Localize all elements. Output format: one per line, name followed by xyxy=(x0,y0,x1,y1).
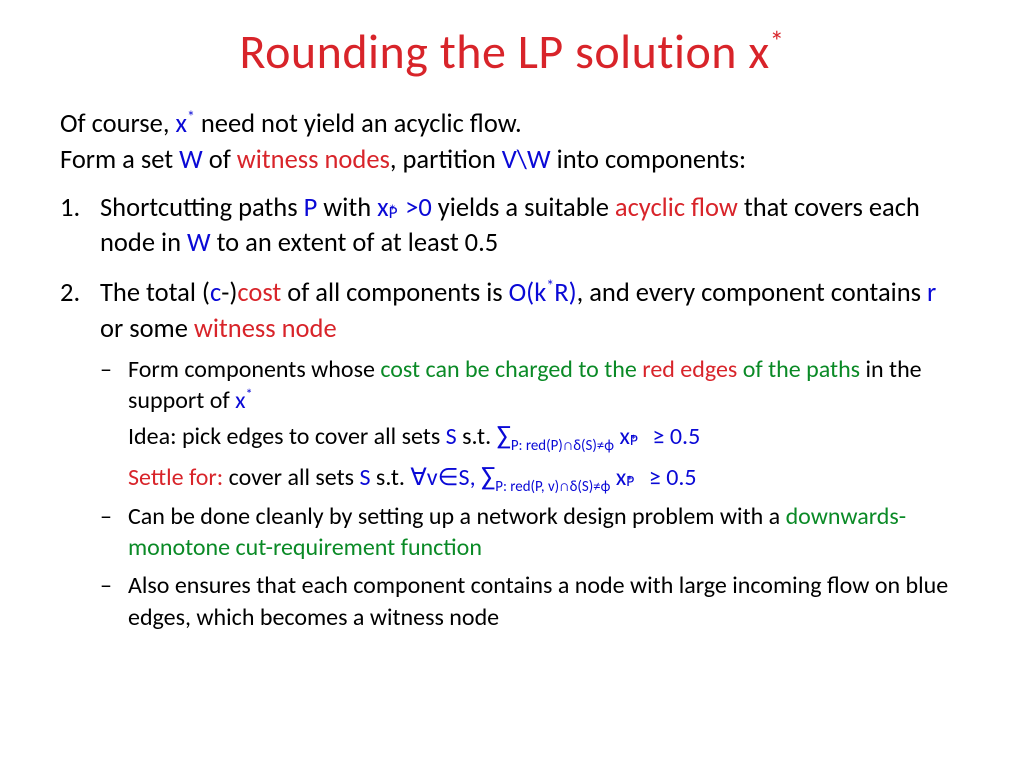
d1-sum1: ∑P: red(P)∩δ(S)≠ϕ x*P ≥ 0.5 xyxy=(497,422,701,451)
d1-idea: Idea: pick edges to cover all sets xyxy=(128,422,446,451)
intro-t1: Of course, xyxy=(60,108,175,140)
list-item-1: Shortcutting paths P with x*P>0 yields a… xyxy=(60,191,964,263)
d1-sigma1: ∑ xyxy=(497,420,511,452)
d1-sigma2: ∑ xyxy=(481,461,495,493)
d1-settle: Settle for: xyxy=(128,463,223,492)
dash-item-3: Also ensures that each component contain… xyxy=(100,570,964,633)
d1-sum2: ∑P: red(P, v)∩δ(S)≠ϕ x*P ≥ 0.5 xyxy=(481,463,697,492)
li1-xp: P xyxy=(389,201,398,224)
d1-xv: x xyxy=(235,386,245,415)
title-text: Rounding the LP solution x xyxy=(239,22,769,81)
d1-xpp: P xyxy=(630,431,638,452)
d1-ge: ≥ 0.5 xyxy=(647,422,700,451)
li1-t2: with xyxy=(317,192,377,224)
d1-S: S xyxy=(446,422,457,451)
li2-c: c xyxy=(210,277,221,309)
d1-xp: x xyxy=(614,422,630,451)
d1-ge2: ≥ 0.5 xyxy=(643,463,696,492)
d1-settle-line: Settle for: cover all sets S s.t. ∀v∈S, … xyxy=(128,460,964,495)
dash-item-1: Form components whose cost can be charge… xyxy=(100,354,964,495)
d1-idea-line: Idea: pick edges to cover all sets S s.t… xyxy=(128,419,964,454)
slide-title: Rounding the LP solution x* xyxy=(60,22,964,81)
title-sup: * xyxy=(770,24,785,59)
li1-t5: to an extent of at least 0.5 xyxy=(211,227,499,259)
dash-list: Form components whose cost can be charge… xyxy=(100,354,964,634)
intro-t5: , partition xyxy=(390,144,502,176)
li1-acyclic: acyclic flow xyxy=(615,192,738,224)
d3-t1: Also ensures that each component contain… xyxy=(128,571,948,632)
main-list: Shortcutting paths P with x*P>0 yields a… xyxy=(60,191,964,634)
d1-t1: Form components whose xyxy=(128,355,380,384)
d1-sumsub1: P: red(P)∩δ(S)≠ϕ xyxy=(511,436,614,454)
li2-okr2: R) xyxy=(554,277,576,309)
li2-t4: or some xyxy=(100,313,194,345)
li1-P: P xyxy=(304,192,318,224)
d1-S2: S xyxy=(359,463,370,492)
li2-okrs: * xyxy=(546,277,554,296)
d1-st: s.t. xyxy=(457,422,497,451)
intro-VW: V\W xyxy=(502,144,551,176)
li2-wn: witness node xyxy=(194,313,337,345)
li1-W: W xyxy=(187,227,211,259)
d1-xs: * xyxy=(246,385,253,403)
d1-re: red edges xyxy=(642,355,737,384)
dash-item-2: Can be done cleanly by setting up a netw… xyxy=(100,501,964,564)
li1-t1: Shortcutting paths xyxy=(100,192,304,224)
intro-t3: Form a set xyxy=(60,144,179,176)
li2-cost: cost xyxy=(237,277,281,309)
intro-xs: * xyxy=(187,108,195,127)
d1-x: x* xyxy=(235,386,253,415)
d2-t1: Can be done cleanly by setting up a netw… xyxy=(128,502,786,531)
li1-t3: yields a suitable xyxy=(432,192,615,224)
d1-sumsub2: P: red(P, v)∩δ(S)≠ϕ xyxy=(495,477,610,495)
list-item-2: The total (c-)cost of all components is … xyxy=(60,276,964,633)
intro-paragraph: Of course, x* need not yield an acyclic … xyxy=(60,107,964,179)
d1-t3: cover all sets xyxy=(223,463,359,492)
li1-x: x xyxy=(377,192,388,224)
intro-witness: witness nodes xyxy=(237,144,390,176)
li1-xsp: x*P>0 xyxy=(377,192,432,224)
intro-x: x* xyxy=(175,108,194,140)
li2-okr1: O(k xyxy=(509,277,547,309)
d1-forall: ∀v∈S, xyxy=(410,463,481,492)
li2-r: r xyxy=(927,277,936,309)
intro-t4: of xyxy=(203,144,237,176)
li1-gt: >0 xyxy=(405,192,432,224)
d1-xpp2: P xyxy=(626,472,634,493)
d1-g1: cost can be charged to the xyxy=(380,355,637,384)
li2-okr: O(k*R) xyxy=(509,277,577,309)
li2-t3: , and every component contains xyxy=(577,277,927,309)
d1-st2: s.t. xyxy=(371,463,411,492)
d1-g2: of the paths xyxy=(743,355,860,384)
li2-t1: The total ( xyxy=(100,277,210,309)
intro-W: W xyxy=(179,144,203,176)
intro-t2: need not yield an acyclic flow. xyxy=(195,108,522,140)
d1-xp2: x xyxy=(610,463,626,492)
intro-xv: x xyxy=(175,108,186,140)
li2-t2: of all components is xyxy=(281,277,508,309)
intro-t6: into components: xyxy=(551,144,746,176)
